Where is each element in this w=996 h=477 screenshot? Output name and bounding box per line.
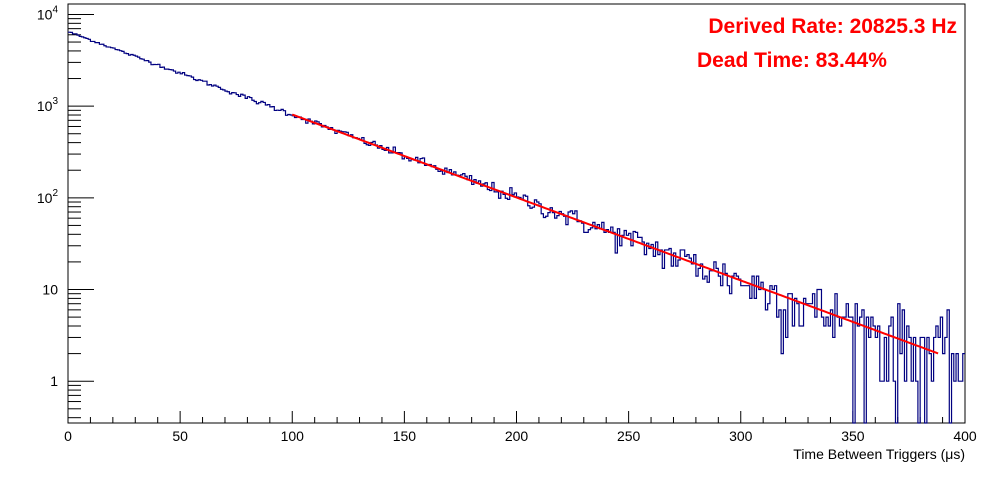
annotation-dead-time: Dead Time: 83.44%: [697, 49, 887, 72]
y-tick-label: 1: [50, 373, 58, 389]
x-tick-label: 0: [64, 428, 72, 444]
annotation-derived-rate: Derived Rate: 20825.3 Hz: [708, 15, 957, 38]
x-axis-ticks: 0 50 100 150 200 250 300 350 400: [64, 411, 977, 444]
x-tick-label: 350: [841, 428, 865, 444]
y-tick-label: 10: [42, 282, 58, 298]
x-tick-label: 300: [729, 428, 753, 444]
x-axis-title: Time Between Triggers (μs): [793, 446, 965, 462]
series-layer: [68, 31, 965, 424]
x-tick-label: 100: [281, 428, 305, 444]
y-tick-label: 103: [37, 96, 59, 114]
y-tick-label: 104: [37, 4, 59, 22]
fit-curve: [291, 113, 939, 355]
x-tick-label: 200: [505, 428, 529, 444]
histogram-series: [68, 31, 965, 424]
y-tick-label: 102: [37, 188, 59, 206]
x-tick-label: 400: [953, 428, 977, 444]
x-tick-label: 150: [393, 428, 417, 444]
x-tick-label: 250: [617, 428, 641, 444]
y-axis-ticks: 1 10 102 103 104: [37, 4, 94, 419]
x-tick-label: 50: [172, 428, 188, 444]
